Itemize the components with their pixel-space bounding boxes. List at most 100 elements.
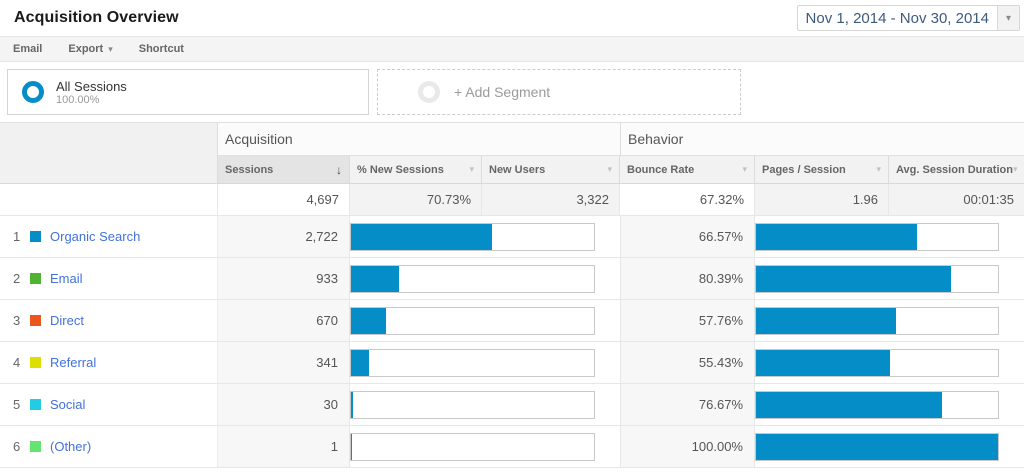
chevron-down-icon[interactable]: ▾ (997, 6, 1019, 30)
table-row: 3 Direct 670 57.76% (0, 300, 1024, 342)
sessions-value: 341 (218, 342, 350, 383)
shortcut-button[interactable]: Shortcut (139, 43, 184, 55)
segment-percent: 100.00% (56, 93, 100, 106)
export-button[interactable]: Export ▾ (68, 43, 112, 55)
sort-icon: ▾ (607, 164, 612, 174)
table-corner-cell (0, 123, 218, 183)
sort-icon: ▾ (469, 164, 474, 174)
totals-avg-session-duration: 00:01:35 (889, 184, 1024, 215)
bounce-rate-value: 55.43% (620, 342, 755, 383)
channel-cell: 1 Organic Search (0, 216, 218, 257)
bounce-bar-track (755, 306, 999, 335)
sessions-bar-track (350, 306, 595, 335)
channel-link[interactable]: Referral (50, 355, 97, 370)
group-header-behavior: Behavior (620, 123, 1024, 155)
channel-color-swatch (30, 357, 41, 368)
all-sessions-segment[interactable]: All Sessions 100.00% (7, 69, 369, 115)
page-title: Acquisition Overview (14, 9, 179, 26)
column-header-avg-session-duration[interactable]: Avg. Session Duration ▾ (889, 155, 1024, 183)
row-rank: 3 (13, 313, 21, 328)
totals-row: 4,697 70.73% 3,322 67.32% 1.96 00:01:35 (0, 183, 1024, 216)
totals-pct-new-sessions: 70.73% (350, 184, 482, 215)
channel-color-swatch (30, 399, 41, 410)
column-header-pct-new-sessions[interactable]: % New Sessions ▾ (350, 155, 482, 183)
bounce-bar-track (755, 390, 999, 419)
channel-color-swatch (30, 441, 41, 452)
sort-descending-icon: ↓ (336, 162, 342, 177)
channel-color-swatch (30, 273, 41, 284)
channel-cell: 4 Referral (0, 342, 218, 383)
totals-bounce-rate: 67.32% (620, 184, 755, 215)
sessions-bar-zone (350, 384, 620, 425)
channel-link[interactable]: Social (50, 397, 86, 412)
totals-sessions: 4,697 (218, 184, 350, 215)
sessions-bar-zone (350, 426, 620, 467)
sessions-bar-fill (351, 433, 352, 460)
channel-cell: 2 Email (0, 258, 218, 299)
bounce-bar-zone (755, 426, 1024, 467)
date-range-selector[interactable]: Nov 1, 2014 - Nov 30, 2014 ▾ (796, 5, 1020, 31)
bounce-bar-fill (756, 265, 951, 292)
channel-link[interactable]: Email (50, 271, 83, 286)
bounce-rate-value: 80.39% (620, 258, 755, 299)
sessions-bar-fill (351, 391, 353, 418)
email-button-label: Email (13, 43, 43, 55)
sessions-value: 933 (218, 258, 350, 299)
bounce-bar-fill (756, 223, 917, 250)
channel-link[interactable]: (Other) (50, 439, 92, 454)
row-rank: 6 (13, 439, 21, 454)
column-header-pages-per-session[interactable]: Pages / Session ▾ (755, 155, 889, 183)
bounce-bar-track (755, 222, 999, 251)
bounce-bar-track (755, 264, 999, 293)
column-header-bounce-rate[interactable]: Bounce Rate ▾ (620, 155, 755, 183)
sessions-value: 2,722 (218, 216, 350, 257)
sessions-bar-track (350, 264, 595, 293)
table-body: 1 Organic Search 2,722 66.57% 2 Email 93… (0, 216, 1024, 468)
segment-donut-icon (418, 81, 440, 103)
sessions-bar-zone (350, 300, 620, 341)
sessions-value: 30 (218, 384, 350, 425)
column-label: Bounce Rate (627, 163, 695, 176)
bounce-bar-fill (756, 349, 890, 376)
bounce-rate-value: 100.00% (620, 426, 755, 467)
sessions-bar-fill (351, 349, 369, 376)
bounce-bar-zone (755, 216, 1024, 257)
sessions-value: 670 (218, 300, 350, 341)
channel-color-swatch (30, 315, 41, 326)
add-segment-button[interactable]: + Add Segment (377, 69, 741, 115)
bounce-bar-zone (755, 258, 1024, 299)
group-header-acquisition: Acquisition (218, 123, 620, 155)
sessions-bar-zone (350, 342, 620, 383)
sessions-bar-track (350, 390, 595, 419)
shortcut-button-label: Shortcut (138, 43, 184, 55)
totals-new-users: 3,322 (482, 184, 620, 215)
table-row: 2 Email 933 80.39% (0, 258, 1024, 300)
channel-link[interactable]: Organic Search (50, 229, 141, 244)
sessions-bar-fill (351, 265, 399, 292)
column-header-new-users[interactable]: New Users ▾ (482, 155, 620, 183)
bounce-bar-track (755, 432, 999, 461)
add-segment-label: + Add Segment (454, 84, 551, 100)
bounce-bar-fill (756, 433, 998, 460)
bounce-bar-fill (756, 307, 896, 334)
export-button-label: Export (68, 43, 104, 55)
bounce-bar-zone (755, 342, 1024, 383)
segment-bar: All Sessions 100.00% + Add Segment (0, 62, 1024, 122)
segment-donut-icon (22, 81, 44, 103)
sessions-bar-zone (350, 258, 620, 299)
bounce-rate-value: 76.67% (620, 384, 755, 425)
channel-link[interactable]: Direct (50, 313, 84, 328)
sessions-bar-fill (351, 307, 386, 334)
column-header-sessions[interactable]: Sessions ↓ (218, 155, 350, 183)
column-label: Sessions (225, 163, 274, 176)
sessions-bar-zone (350, 216, 620, 257)
channel-cell: 3 Direct (0, 300, 218, 341)
bounce-rate-value: 57.76% (620, 300, 755, 341)
email-button[interactable]: Email (13, 43, 42, 55)
sessions-bar-track (350, 348, 595, 377)
sort-icon: ▾ (1012, 164, 1018, 174)
toolbar: Email Export ▾ Shortcut (0, 36, 1024, 62)
table-row: 4 Referral 341 55.43% (0, 342, 1024, 384)
table-header: Acquisition Behavior Sessions ↓ % New Se… (0, 123, 1024, 183)
segment-name: All Sessions (56, 78, 127, 94)
